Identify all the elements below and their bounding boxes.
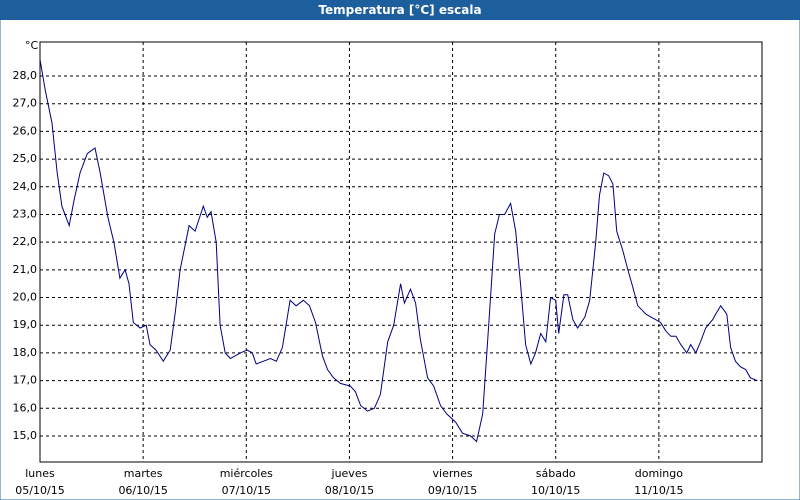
x-tick-label: sábado — [536, 467, 576, 480]
x-tick-label: jueves — [331, 467, 368, 480]
chart-title: Temperatura [°C] escala — [318, 3, 481, 17]
temperature-line — [39, 59, 758, 443]
y-tick-label: 26,0 — [13, 124, 38, 137]
y-tick-label: 18,0 — [13, 346, 38, 359]
y-unit: °C — [25, 39, 39, 52]
x-tick-date: 05/10/15 — [15, 484, 64, 497]
x-tick-label: martes — [124, 467, 163, 480]
y-tick-label: 16,0 — [13, 401, 38, 414]
y-tick-label: 20,0 — [13, 291, 38, 304]
x-tick-label: domingo — [635, 467, 683, 480]
y-tick-label: 17,0 — [13, 374, 38, 387]
y-tick-label: 23,0 — [13, 207, 38, 220]
x-tick-label: miércoles — [220, 467, 273, 480]
plot-area — [39, 41, 763, 463]
x-tick-label: lunes — [25, 467, 55, 480]
y-tick-label: 19,0 — [13, 318, 38, 331]
x-tick-date: 11/10/15 — [634, 484, 683, 497]
y-tick-label: 22,0 — [13, 235, 38, 248]
y-tick-label: 21,0 — [13, 263, 38, 276]
y-tick-label: 28,0 — [13, 69, 38, 82]
x-tick-date: 08/10/15 — [325, 484, 374, 497]
y-tick-label: 15,0 — [13, 429, 38, 442]
x-tick-date: 09/10/15 — [428, 484, 477, 497]
title-bar — [0, 0, 800, 20]
y-tick-label: 27,0 — [13, 97, 38, 110]
x-tick-date: 06/10/15 — [118, 484, 167, 497]
y-tick-label: 24,0 — [13, 180, 38, 193]
x-tick-date: 07/10/15 — [222, 484, 271, 497]
x-tick-date: 10/10/15 — [531, 484, 580, 497]
y-tick-label: 25,0 — [13, 152, 38, 165]
x-tick-label: viernes — [433, 467, 473, 480]
